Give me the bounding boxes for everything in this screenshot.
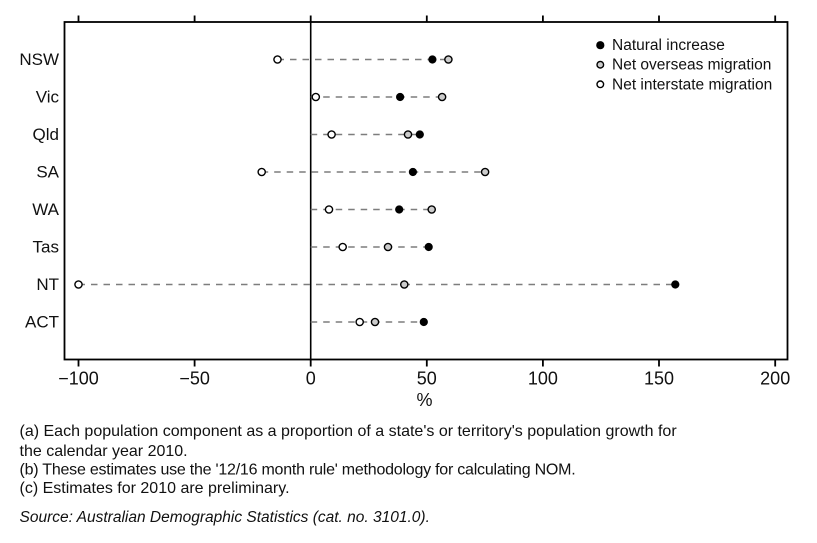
- svg-text:Tas: Tas: [33, 238, 59, 257]
- svg-text:Natural increase: Natural increase: [612, 37, 725, 54]
- svg-text:200: 200: [760, 368, 790, 388]
- svg-text:(b) These estimates use the '1: (b) These estimates use the '12/16 month…: [20, 462, 576, 479]
- svg-text:NT: NT: [36, 275, 59, 294]
- svg-text:WA: WA: [32, 200, 59, 219]
- svg-text:Qld: Qld: [33, 125, 59, 144]
- svg-text:Net overseas migration: Net overseas migration: [612, 57, 771, 74]
- svg-text:NSW: NSW: [19, 50, 59, 69]
- svg-text:(c) Estimates for 2010 are pre: (c) Estimates for 2010 are preliminary.: [20, 480, 290, 497]
- svg-text:−100: −100: [58, 368, 99, 388]
- svg-text:Source: Australian Demographic: Source: Australian Demographic Statistic…: [20, 509, 430, 526]
- svg-text:(a) Each population component: (a) Each population component as a propo…: [20, 423, 678, 440]
- svg-text:ACT: ACT: [25, 313, 59, 332]
- svg-text:Net interstate migration: Net interstate migration: [612, 76, 772, 93]
- svg-text:%: %: [416, 390, 432, 410]
- svg-text:100: 100: [528, 368, 558, 388]
- svg-text:the calendar year 2010.: the calendar year 2010.: [20, 443, 188, 460]
- svg-text:150: 150: [644, 368, 674, 388]
- svg-text:Vic: Vic: [36, 88, 60, 107]
- svg-text:−50: −50: [179, 368, 210, 388]
- svg-text:SA: SA: [36, 163, 59, 182]
- svg-text:0: 0: [306, 368, 316, 388]
- svg-text:50: 50: [417, 368, 437, 388]
